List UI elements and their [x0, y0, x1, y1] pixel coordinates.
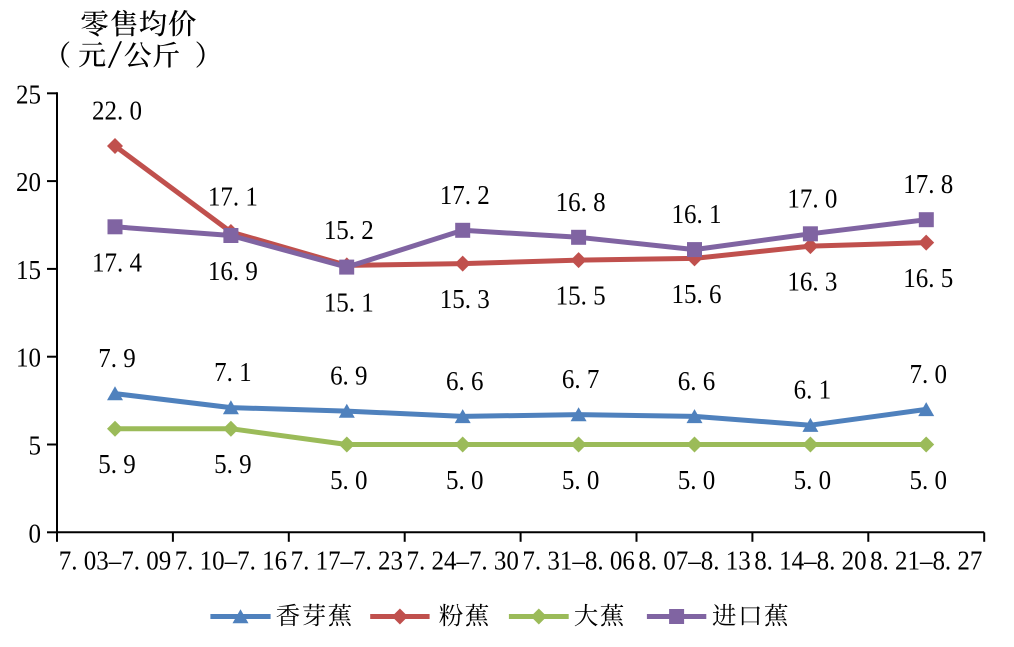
- svg-text:17. 2: 17. 2: [440, 180, 490, 210]
- svg-text:16. 5: 16. 5: [903, 263, 953, 293]
- svg-text:17. 1: 17. 1: [208, 182, 258, 212]
- svg-text:8. 14–8. 20: 8. 14–8. 20: [754, 546, 866, 576]
- svg-text:15. 5: 15. 5: [556, 281, 606, 311]
- svg-text:7. 03–7. 09: 7. 03–7. 09: [59, 546, 171, 576]
- svg-text:22. 0: 22. 0: [92, 96, 142, 126]
- svg-text:25: 25: [16, 79, 41, 109]
- svg-text:5. 0: 5. 0: [446, 465, 483, 495]
- svg-text:5. 9: 5. 9: [214, 449, 251, 479]
- svg-text:8. 07–8. 13: 8. 07–8. 13: [638, 546, 750, 576]
- svg-text:6. 6: 6. 6: [446, 366, 483, 396]
- svg-text:15. 2: 15. 2: [324, 215, 374, 245]
- svg-text:16. 9: 16. 9: [208, 256, 258, 286]
- svg-text:7. 17–7. 23: 7. 17–7. 23: [291, 546, 403, 576]
- svg-text:16. 3: 16. 3: [787, 267, 837, 297]
- svg-text:7. 1: 7. 1: [214, 357, 251, 387]
- svg-text:15. 6: 15. 6: [672, 279, 722, 309]
- svg-text:7. 10–7. 16: 7. 10–7. 16: [175, 546, 287, 576]
- svg-text:7. 0: 7. 0: [909, 359, 946, 389]
- svg-text:7. 9: 7. 9: [98, 343, 135, 373]
- svg-text:17. 4: 17. 4: [92, 247, 142, 277]
- svg-text:5. 0: 5. 0: [794, 465, 831, 495]
- svg-text:5. 0: 5. 0: [909, 465, 946, 495]
- svg-text:15. 1: 15. 1: [324, 288, 374, 318]
- svg-text:17. 8: 17. 8: [903, 169, 953, 199]
- svg-text:7. 31–8. 06: 7. 31–8. 06: [522, 546, 634, 576]
- svg-text:5. 9: 5. 9: [98, 449, 135, 479]
- svg-text:17. 0: 17. 0: [787, 183, 837, 213]
- svg-text:5. 0: 5. 0: [562, 465, 599, 495]
- svg-text:15. 3: 15. 3: [440, 284, 490, 314]
- svg-text:6. 9: 6. 9: [330, 361, 367, 391]
- svg-text:16. 8: 16. 8: [556, 187, 606, 217]
- svg-text:5. 0: 5. 0: [678, 465, 715, 495]
- svg-text:16. 1: 16. 1: [672, 199, 722, 229]
- svg-text:20: 20: [16, 167, 41, 197]
- svg-text:8. 21–8. 27: 8. 21–8. 27: [870, 546, 982, 576]
- svg-text:5. 0: 5. 0: [330, 465, 367, 495]
- svg-text:6. 7: 6. 7: [562, 364, 599, 394]
- svg-text:0: 0: [29, 518, 41, 548]
- svg-text:6. 6: 6. 6: [678, 366, 715, 396]
- svg-text:15: 15: [16, 255, 41, 285]
- svg-text:6. 1: 6. 1: [794, 375, 831, 405]
- svg-text:10: 10: [16, 343, 41, 373]
- svg-text:5: 5: [29, 431, 41, 461]
- svg-text:7. 24–7. 30: 7. 24–7. 30: [406, 546, 518, 576]
